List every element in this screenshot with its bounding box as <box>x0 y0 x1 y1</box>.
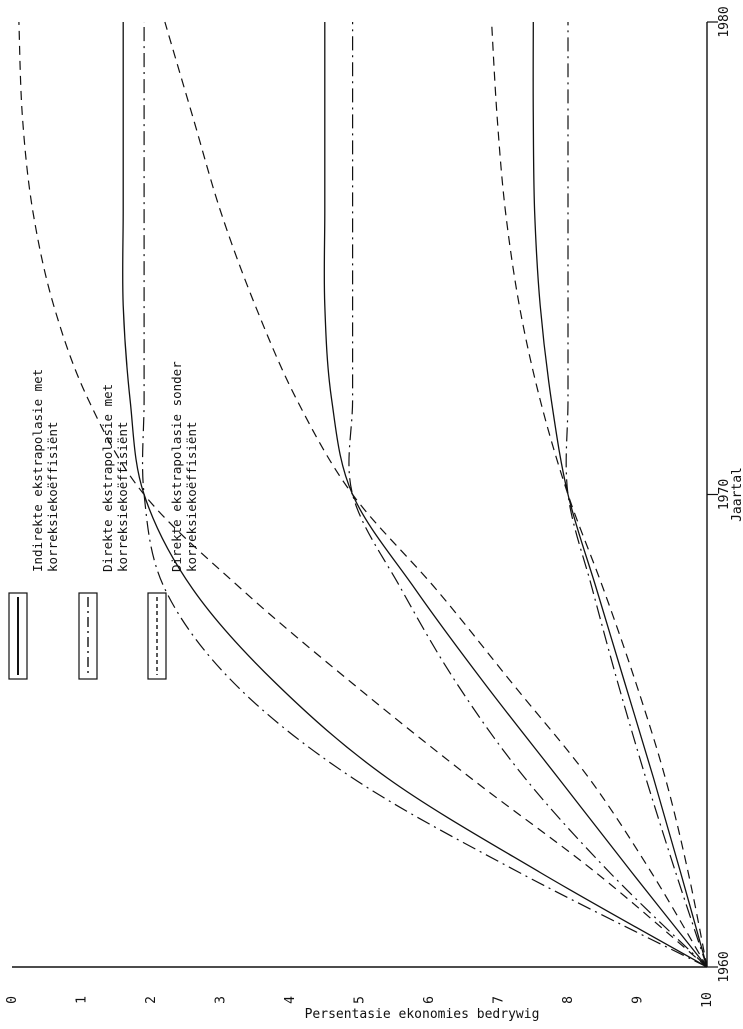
y-tick-label: 5 <box>353 996 368 1004</box>
x-tick-label: 1960 <box>717 951 732 982</box>
legend-label-line2: korreksiekoëffisiënt <box>184 421 199 572</box>
y-tick-label: 9 <box>631 996 646 1004</box>
x-axis-label: Jaartal <box>730 467 743 522</box>
series-line-high-dashdot <box>565 22 708 968</box>
y-tick-label: 0 <box>5 996 20 1004</box>
legend-item: Indirekte ekstrapolasie met korreksiekoëf… <box>8 369 60 680</box>
y-tick-label: 1 <box>75 996 90 1004</box>
legend-swatch-box <box>147 592 167 680</box>
legend-swatch-box <box>8 592 28 680</box>
legend-swatch-box <box>78 592 98 680</box>
y-tick-label: 2 <box>144 996 159 1004</box>
series-line-high-solid <box>532 21 708 968</box>
legend-label-line1: Indirekte ekstrapolasie met <box>30 369 45 572</box>
y-tick-label: 6 <box>422 996 437 1004</box>
x-tick-label: 1970 <box>717 479 732 510</box>
series-line-mid-dashed <box>164 21 708 968</box>
series-line-low-dashed <box>18 21 708 968</box>
legend-label-line1: Direkte ekstrapolasie met <box>100 384 115 572</box>
legend-label-line2: korreksiekoëffisiënt <box>45 421 60 572</box>
legend: Indirekte ekstrapolasie met korreksiekoëf… <box>8 361 199 680</box>
y-tick-label: 7 <box>492 996 507 1004</box>
legend-label-line1: Direkte ekstrapolasie sonder <box>169 361 184 572</box>
y-axis-label: Persentasie ekonomies bedrywig <box>305 1007 540 1022</box>
series-layer <box>18 21 708 968</box>
x-tick-label: 1980 <box>717 6 732 37</box>
legend-label-line2: korreksiekoëffisiënt <box>115 421 130 572</box>
series-line-mid-dashdot <box>348 22 708 968</box>
y-tick-label: 10 <box>700 992 715 1008</box>
series-line-mid-solid <box>323 22 708 968</box>
series-line-low-dashdot <box>141 22 708 968</box>
legend-item: Direkte ekstrapolasie sonder korreksiekoë… <box>147 361 199 680</box>
legend-item: Direkte ekstrapolasie met korreksiekoëffi… <box>78 384 130 680</box>
y-tick-label: 4 <box>283 996 298 1004</box>
series-line-low-solid <box>122 22 708 968</box>
y-tick-label: 8 <box>561 996 576 1004</box>
series-line-high-dashed <box>491 21 708 968</box>
y-tick-label: 3 <box>214 996 229 1004</box>
